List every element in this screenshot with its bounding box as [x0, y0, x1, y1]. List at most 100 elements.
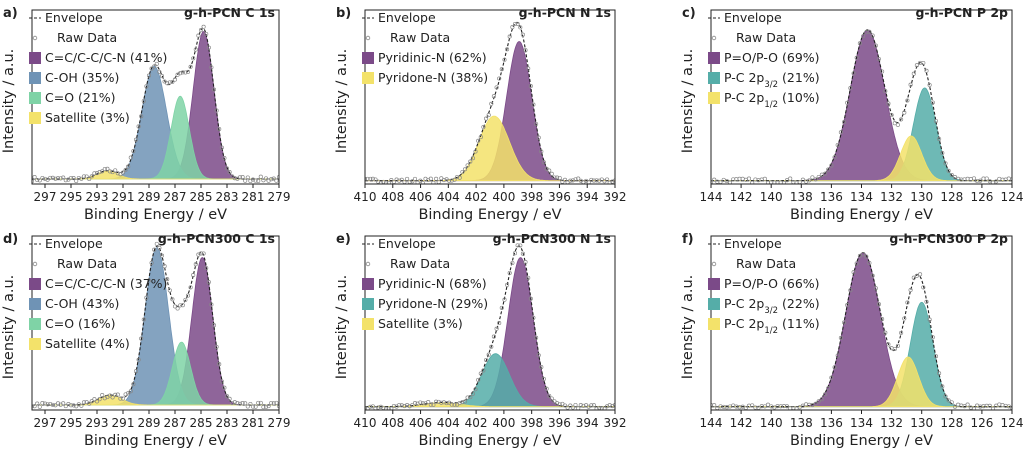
raw-data-point [204, 265, 209, 271]
raw-data-point [146, 73, 152, 78]
x-tick-label: 394 [576, 190, 599, 204]
raw-data-point [854, 55, 859, 60]
raw-data-point [50, 175, 55, 180]
raw-data-point [924, 68, 929, 73]
x-tick-label: 297 [34, 416, 57, 430]
raw-data-point [365, 176, 368, 181]
raw-data-point [557, 402, 562, 407]
raw-data-point [724, 178, 729, 184]
raw-data-point [520, 32, 525, 37]
legend-swatch-2 [29, 72, 41, 84]
raw-data-point [486, 352, 491, 357]
raw-data-point [750, 180, 755, 184]
raw-data-point [170, 79, 175, 84]
raw-data-point [610, 179, 615, 184]
raw-data-point [465, 163, 470, 168]
raw-data-point [895, 122, 900, 127]
raw-data-point [35, 401, 40, 406]
raw-data-point [201, 24, 206, 29]
raw-data-point [261, 178, 266, 183]
raw-data-point [484, 116, 489, 121]
x-tick-label: 285 [190, 190, 213, 204]
raw-data-point [854, 261, 859, 266]
raw-data-point [602, 406, 607, 410]
raw-data-point [389, 406, 394, 410]
panel-letter: c) [682, 6, 696, 21]
raw-data-point [219, 145, 224, 150]
raw-data-point [175, 306, 180, 311]
raw-data-point [851, 270, 856, 275]
panel-letter: a) [3, 6, 18, 21]
raw-data-point [204, 31, 209, 37]
x-tick-label: 394 [576, 416, 599, 430]
legend-swatch-2 [708, 72, 720, 84]
raw-data-point [607, 403, 612, 408]
x-tick-label: 402 [465, 190, 488, 204]
raw-data-point [943, 394, 948, 399]
raw-data-point [952, 404, 958, 409]
raw-data-point [165, 81, 170, 86]
raw-data-point [510, 260, 515, 266]
legend: Envelope Raw Data P=O/P-O (66%) P-C 2p3/2 (… [708, 236, 820, 336]
raw-data-point [193, 47, 198, 52]
raw-data-point [428, 402, 433, 407]
raw-data-point [370, 176, 375, 181]
raw-data-point [42, 401, 48, 406]
raw-data-point [126, 164, 131, 169]
raw-data-point [447, 400, 452, 405]
raw-data-point [457, 400, 462, 406]
raw-data-point [227, 396, 232, 401]
raw-data-point [990, 406, 996, 410]
raw-data-point [76, 175, 81, 181]
raw-data-point [518, 243, 523, 248]
raw-data-point [930, 100, 935, 105]
x-tick-label: 136 [820, 190, 843, 204]
raw-data-point [48, 175, 53, 180]
raw-data-point [191, 273, 196, 278]
raw-data-point [518, 25, 523, 30]
raw-data-point [394, 177, 399, 182]
raw-data-point [211, 87, 217, 92]
raw-data-point [162, 264, 167, 269]
raw-data-point [214, 108, 219, 113]
raw-data-point [100, 393, 105, 398]
raw-data-point [507, 270, 512, 276]
raw-data-point [274, 178, 279, 183]
x-tick-label: 126 [970, 416, 993, 430]
legend-raw-swatch [711, 261, 717, 267]
raw-data-point [152, 64, 157, 69]
legend-label-1: C=C/C-C/C-N (37%) [45, 276, 167, 291]
raw-data-point [476, 138, 481, 143]
raw-data-point [883, 89, 888, 94]
raw-data-points [32, 241, 279, 410]
raw-data-point [447, 178, 452, 183]
legend-label-3: Satellite (3%) [378, 316, 463, 331]
x-axis-label: Binding Energy / eV [418, 433, 561, 449]
raw-data-point [157, 245, 162, 250]
envelope-line [365, 245, 615, 408]
legend: Envelope Raw Data C=C/C-C/C-N (37%) C-OH (4… [29, 236, 167, 351]
raw-data-point [971, 406, 977, 410]
raw-data-point [816, 174, 821, 180]
raw-data-point [45, 177, 50, 182]
component-peak-2 [365, 115, 615, 182]
raw-data-point [256, 178, 261, 184]
raw-data-point [465, 395, 470, 400]
raw-data-point [87, 401, 92, 406]
plot-area [32, 24, 279, 184]
legend-swatch-3 [29, 92, 41, 104]
raw-data-point [845, 100, 850, 105]
raw-data-point [263, 176, 269, 181]
raw-data-point [502, 57, 507, 62]
raw-data-point [491, 334, 496, 339]
raw-data-point [605, 404, 610, 409]
raw-data-point [605, 177, 610, 182]
raw-data-point [55, 176, 61, 181]
raw-data-point [386, 406, 391, 410]
raw-data-point [206, 280, 211, 285]
raw-data-point [258, 174, 263, 179]
raw-data-point [365, 176, 370, 181]
raw-data-point [136, 357, 141, 362]
raw-data-point [470, 156, 475, 161]
legend-raw-swatch [365, 35, 371, 41]
